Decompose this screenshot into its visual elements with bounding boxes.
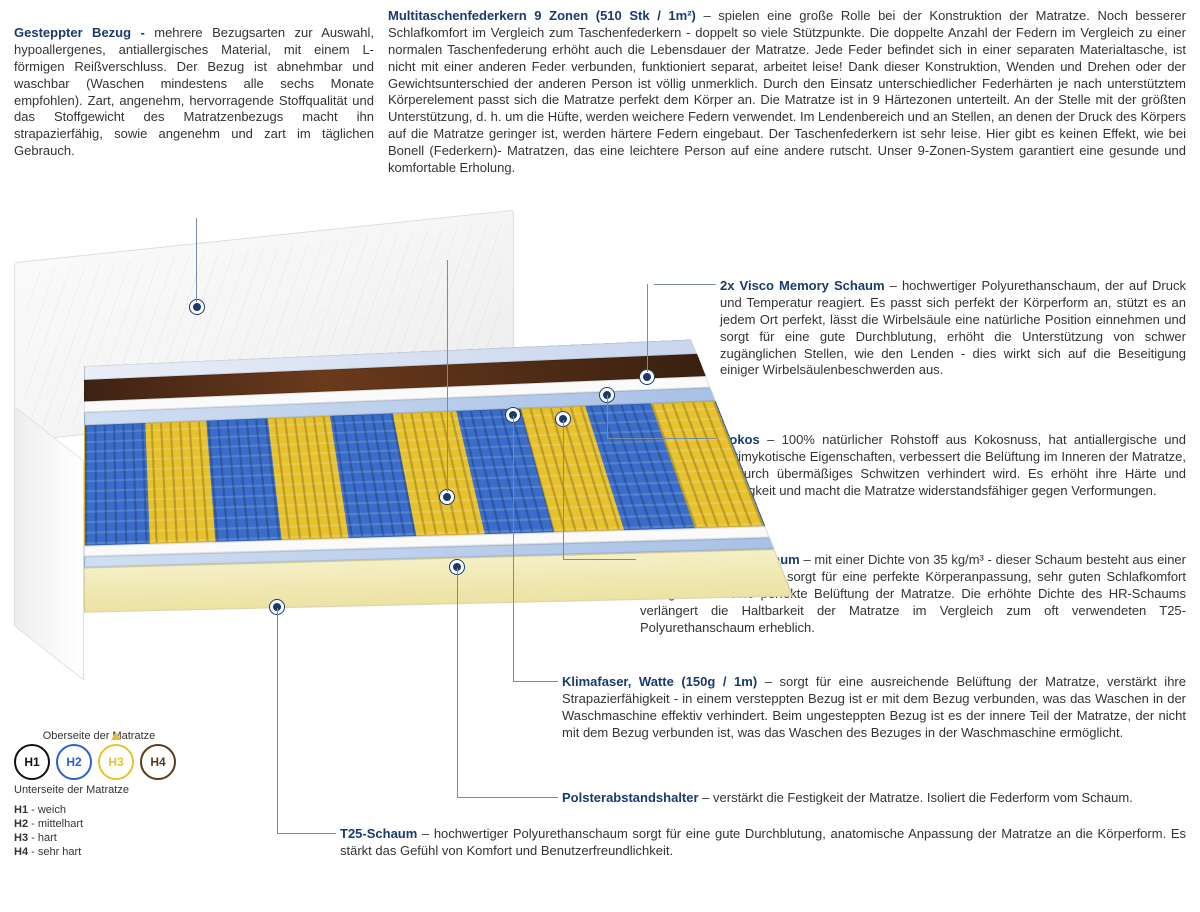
section-polster: Polsterabstandshalter – verstärkt die Fe… xyxy=(562,790,1186,807)
line-klima-v xyxy=(513,416,514,682)
layer-stack xyxy=(84,339,800,629)
cover-title: Gesteppter Bezug - xyxy=(14,25,145,40)
kokos-text: – 100% natürlicher Rohstoff aus Kokosnus… xyxy=(720,432,1186,498)
t25-title: T25-Schaum xyxy=(340,826,417,841)
visco-title: 2x Visco Memory Schaum xyxy=(720,278,885,293)
legend-h3-k: H3 xyxy=(14,832,28,844)
klima-title: Klimafaser, Watte (150g / 1m) xyxy=(562,674,757,689)
legend-h4-v: - sehr hart xyxy=(28,846,81,858)
line-springs xyxy=(447,260,448,492)
line-polster-h xyxy=(457,797,558,798)
legend-circle-h1: H1 xyxy=(14,744,50,780)
line-kokos-v xyxy=(607,395,608,439)
line-visco-v xyxy=(647,284,648,372)
t25-text: – hochwertiger Polyurethanschaum sorgt f… xyxy=(340,826,1186,858)
line-klima-h xyxy=(513,681,558,682)
legend-h2-k: H2 xyxy=(14,818,28,830)
springs-text: – spielen eine große Rolle bei der Konst… xyxy=(388,8,1186,175)
legend-top-label: Oberseite der Matratze xyxy=(14,730,184,742)
line-hr-v xyxy=(563,420,564,560)
marker-cover xyxy=(190,300,204,314)
section-visco: 2x Visco Memory Schaum – hochwertiger Po… xyxy=(720,278,1186,379)
section-springs: Multitaschenfederkern 9 Zonen (510 Stk /… xyxy=(388,8,1186,177)
line-kokos-h xyxy=(607,438,716,439)
legend-bottom-label: Unterseite der Matratze xyxy=(14,784,314,796)
legend-h1-k: H1 xyxy=(14,804,28,816)
layer-side xyxy=(14,406,84,681)
line-polster-v xyxy=(457,568,458,798)
hardness-legend: Oberseite der Matratze H1 H2 H3 H4 Unter… xyxy=(14,730,314,858)
section-kokos: Kokos – 100% natürlicher Rohstoff aus Ko… xyxy=(720,432,1186,500)
marker-springs xyxy=(440,490,454,504)
legend-circle-h3: H3 xyxy=(98,744,134,780)
legend-h4-k: H4 xyxy=(14,846,28,858)
mattress-diagram xyxy=(14,236,710,666)
layer-springs xyxy=(84,401,765,546)
legend-h1-v: - weich xyxy=(28,804,66,816)
legend-circle-h2: H2 xyxy=(56,744,92,780)
line-hr-h xyxy=(563,559,636,560)
section-t25: T25-Schaum – hochwertiger Polyurethansch… xyxy=(340,826,1186,860)
line-visco-h xyxy=(654,284,716,285)
springs-title: Multitaschenfederkern 9 Zonen (510 Stk /… xyxy=(388,8,696,23)
cover-text: mehrere Bezugsarten zur Auswahl, hypoall… xyxy=(14,25,374,158)
polster-text: – verstärkt die Festigkeit der Matratze.… xyxy=(702,790,1133,805)
section-cover: Gesteppter Bezug - mehrere Bezugsarten z… xyxy=(14,25,374,160)
legend-h2-v: - mittelhart xyxy=(28,818,83,830)
legend-h3-v: - hart xyxy=(28,832,57,844)
legend-circles: H1 H2 H3 H4 xyxy=(14,744,314,780)
legend-list: H1 - weich H2 - mittelhart H3 - hart H4 … xyxy=(14,804,314,858)
line-cover xyxy=(196,218,197,302)
section-klima: Klimafaser, Watte (150g / 1m) – sorgt fü… xyxy=(562,674,1186,742)
marker-visco xyxy=(640,370,654,384)
polster-title: Polsterabstandshalter xyxy=(562,790,699,805)
legend-circle-h4: H4 xyxy=(140,744,176,780)
